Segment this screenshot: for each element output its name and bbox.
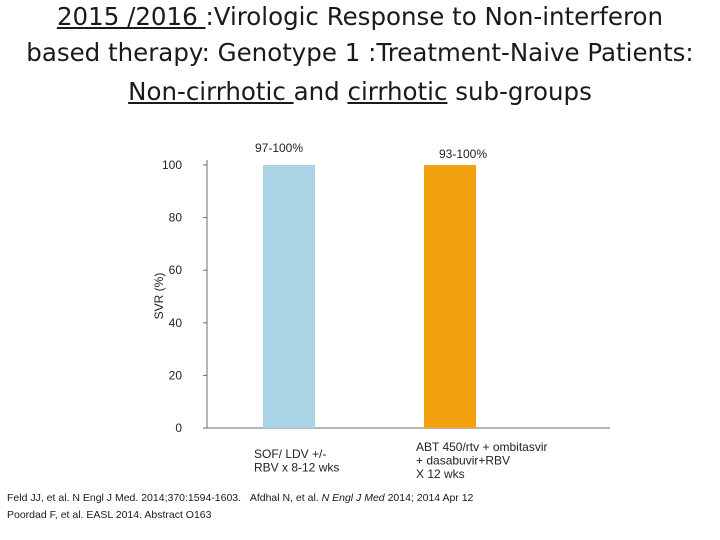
title-line2: based therapy: Genotype 1 :Treatment-Nai… xyxy=(26,38,694,67)
data-label-1: 97-100% xyxy=(255,141,303,155)
y-tick-label: 0 xyxy=(175,421,182,435)
y-tick-label: 100 xyxy=(162,158,182,172)
title-noncirrhotic: Non-cirrhotic xyxy=(128,77,294,106)
footnote-journal: N Engl J Med xyxy=(321,492,385,504)
category-label-1: RBV x 8-12 wks xyxy=(254,461,339,475)
footnote-date: 2014; 2014 Apr 12 xyxy=(384,492,474,504)
title-year: 2015 /2016 xyxy=(56,2,206,31)
title-cirrhotic: cirrhotic xyxy=(347,77,448,106)
bar-1 xyxy=(263,165,315,428)
category-label-2: X 12 wks xyxy=(416,467,465,481)
footnote-poordad: Poordad F, et al. EASL 2014. Abstract O1… xyxy=(7,509,212,521)
y-axis-title: SVR (%) xyxy=(152,273,166,320)
y-tick-label: 20 xyxy=(169,368,183,382)
y-tick-label: 80 xyxy=(169,211,183,225)
title-subgroups: sub-groups xyxy=(447,77,592,106)
y-tick-label: 40 xyxy=(169,316,183,330)
y-tick-label: 60 xyxy=(169,263,183,277)
category-label-1: SOF/ LDV +/- xyxy=(254,447,326,461)
data-label-2: 93-100% xyxy=(439,147,487,161)
footnote-feld: Feld JJ, et al. N Engl J Med. 2014;370:1… xyxy=(7,492,242,504)
category-label-2: ABT 450/rtv + ombitasvir xyxy=(416,440,548,454)
footnote-line1: Feld JJ, et al. N Engl J Med. 2014;370:1… xyxy=(7,492,473,504)
category-label-2: + dasabuvir+RBV xyxy=(416,454,510,468)
title-line1: :Virologic Response to Non-interferon xyxy=(205,2,664,31)
title-and: and xyxy=(293,77,348,106)
footnote-afdhal: Afdhal N, et al. xyxy=(249,492,322,504)
bar-2 xyxy=(424,165,476,428)
